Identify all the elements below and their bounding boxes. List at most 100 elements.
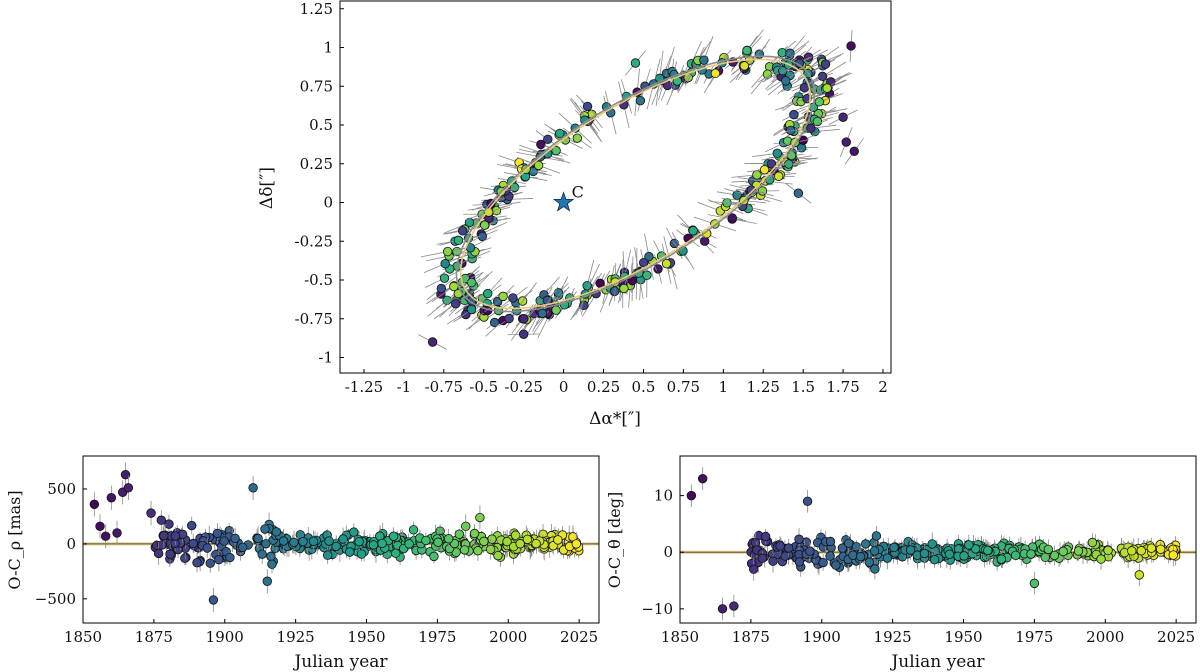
orbit-point [817, 71, 828, 82]
orbit-point [759, 165, 770, 175]
orbit-y-tick-label: 0.5 [309, 116, 333, 134]
theta-point [757, 553, 768, 563]
orbit-point [533, 160, 544, 171]
rho-point [106, 493, 117, 503]
orbit-point [820, 59, 831, 69]
rho-point [89, 499, 100, 510]
theta-point [775, 541, 785, 551]
theta-x-tick-label: 1950 [944, 628, 982, 646]
rho-point [356, 549, 367, 559]
rho-point [112, 528, 122, 538]
rho-point [192, 558, 202, 568]
orbit-x-tick-label: 1.5 [791, 378, 815, 396]
rho-point [404, 539, 414, 549]
theta-point [794, 534, 804, 544]
rho-point [390, 548, 401, 558]
orbit-point [838, 112, 848, 122]
orbit-points: C [418, 29, 864, 350]
orbit-x-ticks: -1.25 -1 -0.75 -0.5 -0.25 0 0.25 0.5 0.75 1 1.25 1.… [345, 369, 888, 396]
rho-y-tick-label: 0 [66, 535, 76, 553]
rho-point [454, 529, 465, 539]
rho-point [159, 531, 169, 541]
orbit-point [504, 313, 514, 324]
theta-point [825, 536, 836, 547]
orbit-point [536, 139, 546, 150]
rho-point [156, 515, 167, 525]
rho-point [188, 538, 198, 549]
rho-residual-points [83, 462, 599, 613]
orbit-point [619, 283, 629, 294]
rho-point [230, 533, 240, 544]
orbit-point [635, 95, 646, 106]
rho-x-tick-label: 1950 [347, 628, 385, 646]
rho-y-tick-label: −500 [35, 590, 76, 608]
orbit-point [543, 134, 553, 145]
theta-point [783, 543, 794, 553]
orbit-point [642, 270, 652, 280]
rho-point [123, 483, 134, 493]
center-star-marker [552, 191, 575, 212]
orbit-point [742, 45, 752, 56]
theta-point [1010, 550, 1021, 561]
orbit-point [785, 48, 795, 58]
rho-axes-frame [82, 455, 600, 624]
theta-point [717, 604, 728, 614]
orbit-point [653, 264, 663, 274]
theta-point [1155, 544, 1166, 554]
theta-point [871, 531, 882, 541]
orbit-point [508, 293, 518, 303]
theta-point [1087, 537, 1098, 548]
theta-point [794, 557, 805, 567]
rho-point [202, 543, 212, 553]
orbit-x-tick-label: 2 [878, 378, 888, 396]
theta-point [1103, 545, 1113, 556]
rho-point [443, 534, 454, 544]
theta-point [1040, 552, 1050, 563]
rho-point [208, 595, 219, 605]
orbit-model-curve-inner [459, 58, 812, 310]
orbit-point [443, 246, 453, 257]
rho-point [219, 536, 229, 546]
orbit-point [479, 220, 490, 230]
rho-point [266, 551, 276, 562]
rho-point [260, 524, 270, 534]
theta-point [919, 548, 930, 559]
rho-y-ticks: 500 0 −500 [35, 480, 87, 608]
theta-point [860, 539, 871, 549]
orbit-y-tick-label: 1.25 [300, 0, 333, 18]
orbit-point [727, 213, 737, 223]
theta-x-tick-label: 1900 [803, 628, 841, 646]
orbit-point [518, 329, 529, 339]
rho-point [388, 531, 399, 541]
orbit-point [806, 123, 816, 134]
orbit-point [699, 55, 709, 65]
rho-point [170, 531, 181, 541]
rho-point [571, 539, 582, 549]
rho-point [502, 536, 512, 547]
orbit-x-tick-label: 0 [559, 378, 569, 396]
orbit-point [772, 148, 782, 159]
orbit-point [746, 185, 757, 195]
rho-point [187, 520, 197, 531]
orbit-point [812, 116, 823, 127]
rho-x-tick-label: 2000 [489, 628, 527, 646]
theta-point [1127, 546, 1137, 556]
orbit-point [519, 313, 529, 324]
rho-point [531, 538, 541, 549]
theta-x-tick-label: 1850 [661, 628, 699, 646]
theta-point [1026, 549, 1036, 559]
theta-point [831, 560, 841, 570]
theta-point [1146, 543, 1157, 553]
rho-point [469, 528, 480, 539]
rho-point [408, 525, 419, 535]
rho-x-label: Julian year [292, 652, 388, 672]
theta-x-tick-label: 2025 [1157, 628, 1195, 646]
theta-x-label: Julian year [889, 652, 985, 672]
rho-x-ticks: 1850 1875 1900 1925 1950 1975 2000 2025 [64, 619, 598, 646]
rho-y-label: O-C_ρ [mas] [5, 490, 24, 589]
rho-x-tick-label: 1975 [418, 628, 456, 646]
orbit-x-tick-label: -1.25 [345, 378, 383, 396]
theta-point [889, 542, 899, 553]
theta-point [1058, 546, 1068, 557]
rho-point [153, 548, 164, 559]
